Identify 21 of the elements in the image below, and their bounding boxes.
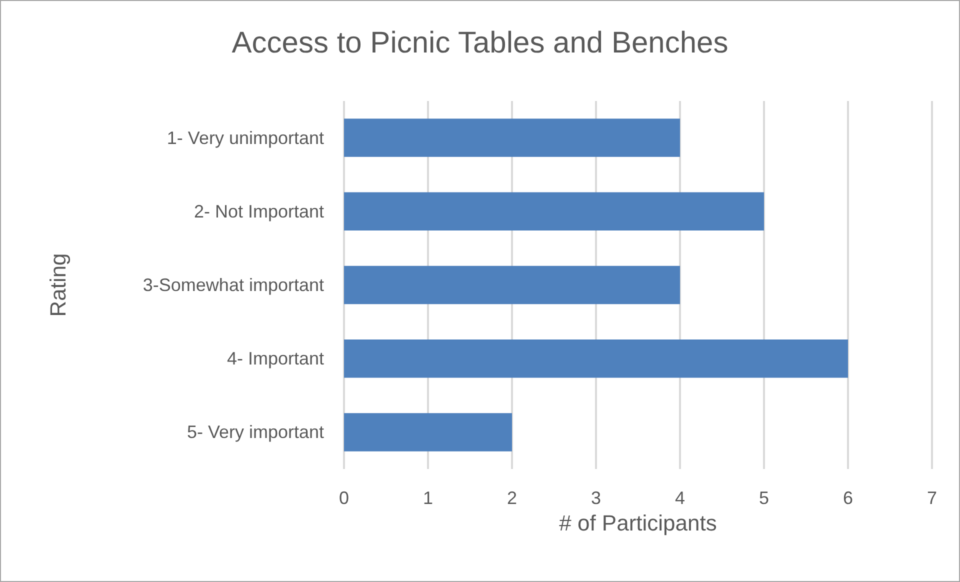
x-tick-label: 3 xyxy=(590,488,602,508)
x-tick-label: 4 xyxy=(674,488,686,508)
bar xyxy=(344,192,764,231)
x-axis-title: # of Participants xyxy=(559,510,717,536)
y-axis-title: Rating xyxy=(46,253,70,317)
y-tick-label: 4- Important xyxy=(226,348,324,369)
bar xyxy=(344,118,680,157)
x-tick-label: 1 xyxy=(422,488,434,508)
y-tick-label: 1- Very unimportant xyxy=(166,128,324,148)
y-tick-label: 3-Somewhat important xyxy=(142,275,324,295)
y-tick-label: 2- Not Important xyxy=(194,201,324,222)
bar xyxy=(344,266,680,304)
bar xyxy=(344,413,512,452)
chart-title: Access to Picnic Tables and Benches xyxy=(232,26,728,60)
x-tick-label: 7 xyxy=(926,488,938,508)
y-tick-label: 5- Very important xyxy=(186,422,324,442)
x-tick-label: 0 xyxy=(338,488,350,508)
x-tick-label: 2 xyxy=(506,488,518,508)
bar xyxy=(344,339,848,378)
x-tick-label: 5 xyxy=(758,488,770,508)
x-tick-label: 6 xyxy=(842,488,854,508)
